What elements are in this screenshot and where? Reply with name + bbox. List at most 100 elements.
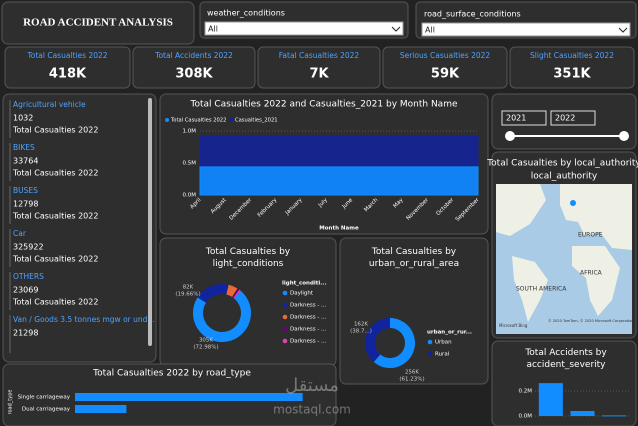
donut-slice [197, 284, 229, 303]
date-from[interactable]: 2021 [506, 114, 526, 123]
legend-label: Total Casualties 2022 [170, 118, 226, 124]
vehicle-name: Van / Goods 3.5 tonnes mgw or und... [13, 315, 155, 324]
chart-title: Total Casualties by light_conditions [205, 247, 291, 269]
legend-label: Daylight [290, 291, 314, 297]
area [199, 166, 479, 196]
legend-dot [229, 118, 233, 122]
donut-slice [365, 318, 390, 363]
vehicle-value: 325922 [13, 243, 44, 252]
y-tick-label: 0.2M [519, 389, 533, 395]
legend-label: Urban [435, 340, 452, 346]
x-axis-label: Month Name [319, 226, 359, 232]
kpi-value: 7K [309, 67, 329, 82]
slider-handle[interactable] [505, 131, 515, 141]
map-land [560, 184, 632, 250]
watermark: مستقل [285, 375, 339, 396]
chart-title: Total Casualties 2022 and Casualties_202… [189, 100, 457, 110]
kpi-label: Fatal Casualties 2022 [279, 51, 360, 60]
legend-title: light_conditi... [282, 281, 327, 287]
data-label: (72.98%) [193, 345, 218, 351]
kpi-value: 308K [175, 67, 213, 82]
date-to[interactable]: 2022 [555, 114, 575, 123]
legend-dot [282, 338, 288, 344]
kpi-value: 351K [553, 67, 591, 82]
kpi-card [132, 46, 256, 89]
map-land [512, 256, 548, 322]
chevron [618, 27, 628, 33]
donut-slice [193, 290, 251, 343]
date-box[interactable] [501, 110, 547, 126]
legend-dot [282, 290, 288, 296]
kpi-card [509, 46, 635, 89]
vehicle-name: OTHERS [13, 272, 44, 281]
dropdown[interactable] [421, 22, 631, 37]
map-label: SOUTH AMERICA [516, 286, 567, 293]
chevron [391, 26, 401, 32]
vehicle-caption: Total Casualties 2022 [12, 298, 98, 307]
data-label: 256K [405, 370, 419, 376]
y-axis-label: road_type [8, 390, 14, 415]
date-box[interactable] [550, 110, 596, 126]
scrollbar [148, 98, 152, 346]
vehicle-value: 21298 [13, 329, 38, 338]
legend-dot [282, 302, 288, 308]
map-land [572, 246, 620, 316]
bar [570, 411, 595, 416]
dropdown[interactable] [204, 21, 404, 36]
vehicle-caption: Total Casualties 2022 [12, 212, 98, 221]
bar [538, 383, 563, 416]
bar [602, 415, 627, 417]
y-tick-label: Single carriageway [18, 395, 71, 401]
data-label: (38.7...) [350, 329, 372, 335]
vehicle-value: 23069 [13, 286, 38, 295]
legend-label: Darkness - ... [290, 339, 327, 345]
vehicle-caption: Total Casualties 2022 [12, 255, 98, 264]
title-panel [1, 1, 195, 45]
donut-slice [373, 317, 415, 368]
vehicle-caption: Total Casualties 2022 [12, 126, 98, 135]
donut-slice [232, 288, 240, 298]
map-title: Total Casualties by local_authority [486, 159, 638, 169]
vehicle-name: BIKES [13, 143, 35, 152]
vehicle-name: BUSES [13, 186, 38, 195]
vehicle-name: Car [13, 229, 27, 238]
data-label: (61.23%) [399, 377, 424, 383]
watermark: mostaql.com [273, 403, 351, 417]
kpi-label: Total Accidents 2022 [154, 51, 233, 60]
legend-dot [282, 326, 288, 332]
bar [75, 393, 303, 401]
map-logo: Microsoft Bing [499, 323, 528, 328]
donut-panel [339, 237, 489, 385]
map-land [496, 184, 546, 236]
y-tick-label: Dual carriageway [22, 407, 71, 413]
vehicle-value: 1032 [13, 114, 33, 123]
y-tick-label: 1.0M [183, 129, 197, 135]
kpi-value: 59K [431, 67, 460, 82]
map-bubble[interactable] [570, 200, 576, 206]
kpi-card [257, 46, 381, 89]
legend-dot [282, 314, 288, 320]
data-label: 162K [354, 322, 368, 328]
legend-label: Rural [435, 352, 450, 358]
map-credit: © 2020 TomTom, © 2020 Microsoft Corporat… [548, 319, 634, 323]
y-tick-label: 0.0M [519, 414, 533, 420]
dropdown-value[interactable]: All [425, 26, 435, 35]
vehicle-value: 12798 [13, 200, 38, 209]
chart-title: Total Accidents by accident_severity [524, 348, 607, 370]
legend-label: Darkness - ... [290, 303, 327, 309]
data-label: 305K [199, 338, 213, 344]
slider-handle[interactable] [619, 131, 629, 141]
legend-dot [165, 118, 169, 122]
map-title: local_authority [531, 172, 598, 182]
chart-title: Total Casualties by urban_or_rural_area [369, 247, 459, 269]
map-label: AFRICA [580, 270, 603, 277]
map-label: EUROPE [578, 232, 603, 239]
filter-label: road_surface_conditions [424, 10, 521, 19]
kpi-label: Serious Casualties 2022 [400, 51, 491, 60]
dropdown-value[interactable]: All [208, 25, 218, 34]
vehicle-panel [2, 93, 157, 363]
bar [75, 405, 127, 413]
kpi-label: Slight Casualties 2022 [530, 51, 614, 60]
legend-label: Darkness - ... [290, 315, 327, 321]
